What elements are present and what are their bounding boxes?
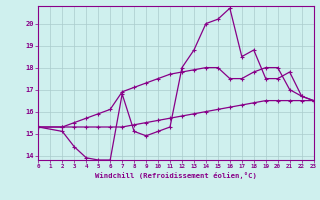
- X-axis label: Windchill (Refroidissement éolien,°C): Windchill (Refroidissement éolien,°C): [95, 172, 257, 179]
